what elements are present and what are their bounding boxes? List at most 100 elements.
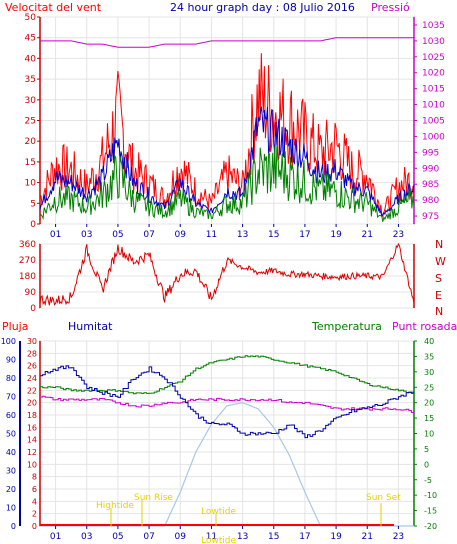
climate-x-tick-label: 17 <box>299 532 310 542</box>
rain-tick-label: 16 <box>27 423 37 432</box>
pressure-title: Pressió <box>371 1 410 14</box>
climate-x-tick-label: 05 <box>112 532 123 542</box>
wind-x-tick-label: 11 <box>206 230 217 240</box>
temperature-tick-label: -15 <box>424 507 437 516</box>
wind-tick-label: 35 <box>25 75 36 85</box>
temperature-tick-label: 0 <box>424 460 429 469</box>
direction-letter-w: W <box>435 255 446 268</box>
pressure-tick-label: 995 <box>422 148 439 158</box>
humidity-tick-label: 10 <box>6 504 16 513</box>
dewpoint-series-line <box>40 395 415 414</box>
humidity-label: Humitat <box>68 320 113 333</box>
pressure-tick-label: 985 <box>422 180 439 190</box>
climate-x-tick-label: 03 <box>81 532 92 542</box>
wind-tick-label: 40 <box>25 54 37 64</box>
climate-x-tick-label: 19 <box>330 532 342 542</box>
wind-tick-label: 0 <box>30 220 36 230</box>
humidity-tick-label: 0 <box>11 522 16 531</box>
temperature-label: Temperatura <box>311 320 382 333</box>
temperature-axis: -20 -15 -10 -5 0 5 10 15 20 25 30 35 40 <box>413 337 437 531</box>
rain-tick-label: 10 <box>27 460 37 469</box>
climate-series <box>40 355 415 527</box>
wind-x-tick-label: 03 <box>81 230 92 240</box>
wind-grid <box>40 16 414 225</box>
wind-tick-label: 25 <box>25 117 36 127</box>
climate-x-tick-label: 15 <box>268 532 279 542</box>
temperature-tick-label: 10 <box>424 430 434 439</box>
pressure-tick-label: 1015 <box>422 85 445 95</box>
wind-x-tick-label: 09 <box>175 230 187 240</box>
wind-left-axis: 0 5 10 15 20 25 30 35 40 45 50 <box>25 13 41 230</box>
pressure-tick-label: 990 <box>422 164 439 174</box>
lowtide-label: Lowtide <box>201 507 236 517</box>
humidity-tick-label: 30 <box>6 467 16 476</box>
rain-tick-label: 6 <box>32 485 37 494</box>
wind-tick-label: 5 <box>30 199 36 209</box>
direction-tick-label: 360 <box>19 240 36 250</box>
direction-panel: 0 90 180 270 360 N W S E N <box>19 238 446 318</box>
temperature-tick-label: 40 <box>424 337 434 346</box>
dewpoint-label: Punt rosada <box>392 320 457 333</box>
humidity-axis: 0 10 20 30 40 50 60 70 80 90 100 <box>1 337 21 531</box>
humidity-tick-label: 50 <box>6 430 16 439</box>
humidity-tick-label: 80 <box>6 374 16 383</box>
pressure-tick-label: 1020 <box>422 69 445 79</box>
temperature-tick-label: 20 <box>424 399 434 408</box>
humidity-tick-label: 100 <box>1 337 16 346</box>
direction-series-line <box>39 242 415 307</box>
wind-tick-label: 45 <box>25 34 36 44</box>
rain-tick-label: 30 <box>27 337 37 346</box>
pressure-tick-label: 1035 <box>422 21 445 31</box>
wind-speed-title: Velocitat del vent <box>5 1 102 14</box>
wind-series-avg <box>39 145 415 222</box>
wind-x-tick-label: 21 <box>362 230 373 240</box>
climate-x-tick-label: 13 <box>237 532 248 542</box>
direction-letter-s: S <box>435 272 442 285</box>
lowtide-bottom-label: Lowtide <box>201 536 236 544</box>
temperature-tick-label: -20 <box>424 522 437 531</box>
wind-x-axis: 01 03 05 07 09 11 13 15 17 19 21 23 <box>50 224 404 240</box>
direction-letter-n-bottom: N <box>435 305 443 318</box>
climate-x-tick-label: 23 <box>393 532 404 542</box>
humidity-series-line <box>40 365 414 439</box>
wind-x-tick-label: 17 <box>299 230 310 240</box>
hightide-label: Hightide <box>96 501 134 511</box>
rain-tick-label: 0 <box>32 522 37 531</box>
wind-series-speed <box>39 106 415 218</box>
rain-tick-label: 28 <box>27 349 37 358</box>
direction-left-axis: 0 90 180 270 360 <box>19 240 415 314</box>
climate-x-tick-label: 01 <box>50 532 61 542</box>
wind-x-tick-label: 15 <box>268 230 279 240</box>
humidity-tick-label: 20 <box>6 485 16 494</box>
pressure-tick-label: 975 <box>422 212 439 222</box>
rain-tick-label: 26 <box>27 362 37 371</box>
pressure-tick-label: 1025 <box>422 53 445 63</box>
pressure-tick-label: 1000 <box>422 132 445 142</box>
rain-tick-label: 4 <box>32 497 37 506</box>
sunrise-label: Sun Rise <box>134 493 173 503</box>
wind-tick-label: 15 <box>25 158 36 168</box>
direction-tick-label: 90 <box>25 288 37 298</box>
wind-x-tick-label: 23 <box>393 230 404 240</box>
direction-tick-label: 0 <box>30 304 36 314</box>
sunset-label: Sun Set <box>366 493 401 503</box>
wind-x-tick-label: 01 <box>50 230 61 240</box>
direction-letter-n-top: N <box>435 238 443 251</box>
temperature-series-line <box>40 355 415 395</box>
rain-tick-label: 22 <box>27 386 37 395</box>
pressure-tick-label: 1030 <box>422 37 445 47</box>
rain-tick-label: 24 <box>27 374 37 383</box>
humidity-tick-label: 60 <box>6 411 16 420</box>
temperature-tick-label: 15 <box>424 414 434 423</box>
wind-series-pressure <box>40 37 414 48</box>
climate-x-tick-label: 09 <box>175 532 187 542</box>
humidity-tick-label: 40 <box>6 448 16 457</box>
rain-tick-label: 2 <box>32 510 37 519</box>
climate-x-tick-label: 21 <box>362 532 373 542</box>
wind-tick-label: 30 <box>25 96 37 106</box>
rain-label: Pluja <box>2 320 28 333</box>
